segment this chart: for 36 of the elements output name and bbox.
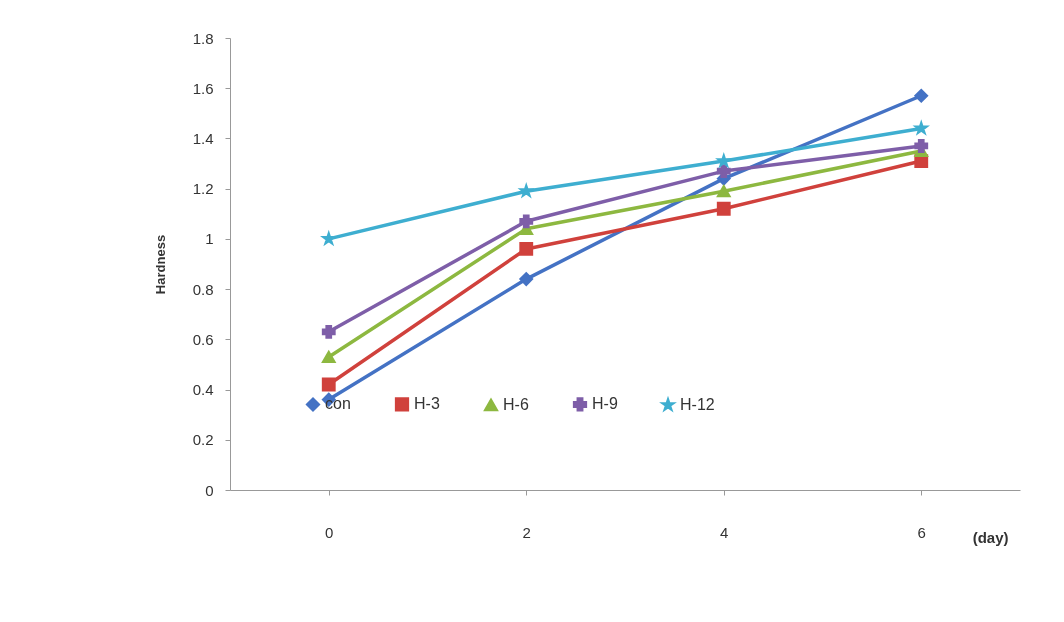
y-tick-label: 0.6 [192, 330, 214, 348]
y-tick-label: 0.4 [192, 381, 214, 399]
point [517, 182, 535, 199]
x-tick-label: 4 [720, 523, 729, 541]
y-tick-label: 0.8 [192, 280, 214, 298]
point [322, 231, 336, 245]
y-tick-label: 1.6 [192, 79, 214, 97]
point [321, 377, 336, 392]
x-tick-label: 0 [325, 523, 334, 541]
legend-label: H-9 [592, 395, 618, 413]
y-tick-label: 1.4 [192, 129, 214, 147]
point [912, 119, 930, 136]
point [519, 242, 534, 256]
point [321, 350, 336, 364]
y-axis-title: Hardness [152, 234, 168, 295]
point [914, 139, 929, 153]
point [716, 164, 731, 178]
legend-label: H-3 [414, 395, 440, 413]
legend-label: H-12 [680, 396, 715, 414]
y-tick-label: 0.2 [192, 431, 214, 449]
y-tick-label: 1.8 [192, 29, 214, 47]
y-tick-label: 1.2 [192, 180, 214, 198]
x-tick-label: 6 [917, 523, 926, 541]
point [321, 324, 336, 339]
y-tick-label: 1 [205, 230, 214, 248]
x-tick-label: 2 [522, 523, 531, 541]
legend-label: con [325, 395, 351, 413]
point [914, 88, 929, 103]
legend-label: H-6 [503, 395, 529, 413]
point [519, 214, 534, 229]
point [716, 201, 731, 216]
point [519, 272, 534, 286]
point [716, 185, 731, 198]
point [717, 154, 731, 167]
x-axis-title: (day) [972, 528, 1009, 546]
y-tick-label: 0 [205, 481, 214, 499]
